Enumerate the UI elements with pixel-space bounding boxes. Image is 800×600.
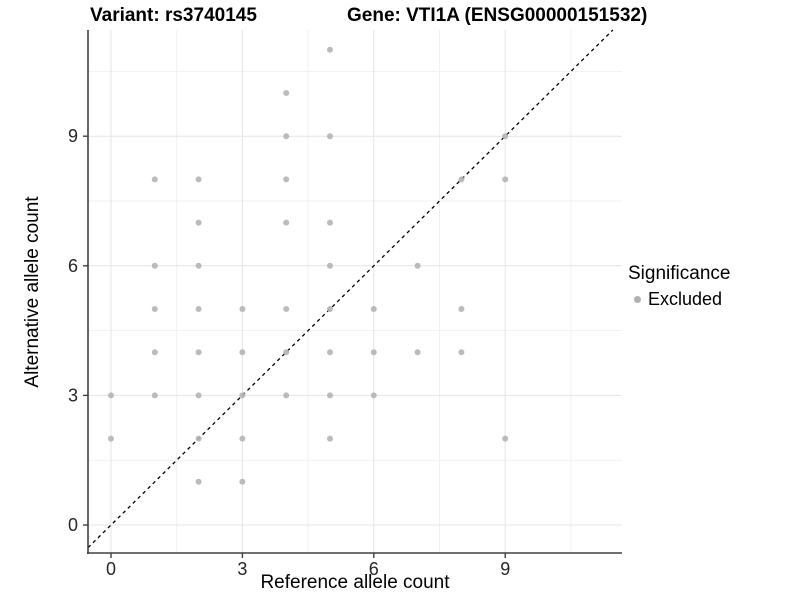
plot-title-variant: Variant: rs3740145 [90, 5, 257, 26]
data-point [195, 219, 202, 226]
y-tick-label: 0 [68, 515, 78, 535]
data-point [108, 435, 114, 442]
data-point [195, 176, 202, 183]
x-tick-label: 6 [369, 559, 379, 579]
x-axis-title: Reference allele count [260, 572, 450, 593]
data-point [108, 392, 114, 399]
axis-ticks [83, 135, 506, 558]
data-point [327, 349, 333, 356]
x-tick-label: 0 [106, 559, 116, 579]
data-point [327, 392, 333, 399]
data-point [458, 306, 465, 312]
y-axis-title: Alternative allele count [22, 196, 43, 388]
data-point [195, 349, 202, 356]
tick-labels: 0 3 6 9 0 3 6 9 [68, 126, 510, 579]
legend-title: Significance [628, 263, 731, 284]
data-point [283, 306, 290, 312]
data-point [327, 262, 333, 269]
legend-item-excluded: Excluded [628, 289, 730, 310]
data-point [370, 392, 377, 399]
data-point [327, 219, 333, 226]
data-point [327, 435, 333, 442]
grid-minor [88, 30, 622, 553]
data-point [370, 306, 377, 312]
legend: Significance Excluded [628, 263, 730, 310]
data-point [151, 176, 158, 183]
data-point [327, 46, 333, 53]
data-point [502, 133, 509, 140]
data-point [283, 133, 290, 140]
data-points [108, 46, 509, 485]
data-point [327, 133, 333, 140]
data-point [151, 306, 158, 312]
identity-line-group [87, 29, 614, 549]
grid-major [88, 30, 622, 553]
y-tick-label: 3 [68, 385, 78, 405]
data-point [283, 176, 290, 183]
x-tick-label: 3 [237, 559, 247, 579]
data-point [195, 435, 202, 442]
data-point [195, 392, 202, 399]
data-point [327, 306, 333, 312]
y-tick-label: 9 [68, 126, 78, 146]
data-point [370, 349, 377, 356]
data-point [239, 478, 246, 485]
data-point [283, 90, 290, 96]
data-point [414, 262, 421, 269]
data-point [458, 349, 465, 356]
data-point [458, 176, 465, 183]
data-point [239, 349, 246, 356]
y-tick-label: 6 [68, 256, 78, 276]
data-point [502, 435, 509, 442]
data-point [195, 478, 202, 485]
data-point [283, 219, 290, 226]
data-point [414, 349, 421, 356]
data-point [283, 392, 290, 399]
data-point [151, 349, 158, 356]
data-point [151, 392, 158, 399]
data-point [283, 349, 290, 356]
axis-lines [87, 30, 622, 554]
data-point [502, 176, 509, 183]
data-point [195, 306, 202, 312]
data-point [239, 435, 246, 442]
data-point [151, 262, 158, 269]
data-point [239, 306, 246, 312]
legend-item-label: Excluded [648, 289, 723, 309]
x-tick-label: 9 [500, 559, 510, 579]
data-point [195, 262, 202, 269]
excluded-point-icon [634, 296, 641, 303]
identity-line [87, 29, 614, 549]
plot-title-gene: Gene: VTI1A (ENSG00000151532) [347, 5, 648, 26]
data-point [239, 392, 246, 399]
